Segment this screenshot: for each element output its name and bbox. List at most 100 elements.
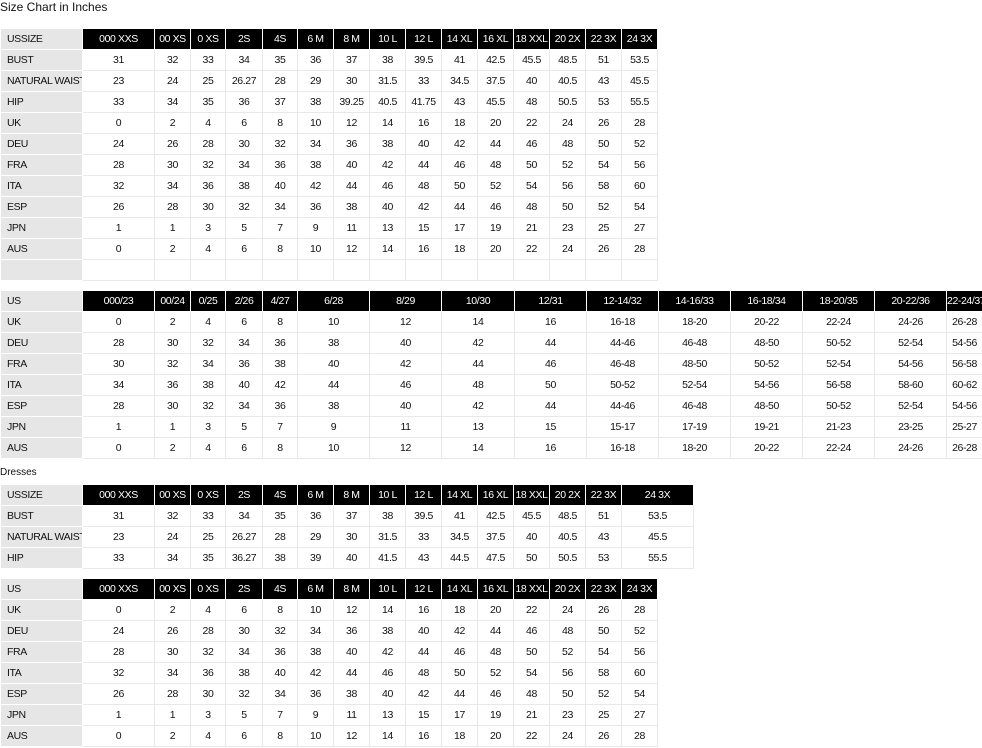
table-row: BUST 31 32 33 34 35 36 37 38 39.5 41 42.5 45.5 48.5 51… (0, 505, 694, 527)
table-cell: 30 (154, 395, 191, 417)
table-cell: 12 (369, 437, 442, 459)
table-cell: 7 (262, 217, 298, 239)
table-cell: 36 (297, 505, 334, 527)
table-cell: 22-24 (802, 311, 875, 333)
table-cell: 46 (369, 374, 442, 396)
column-header: 22 3X (585, 578, 622, 600)
table-cell: 46 (369, 175, 406, 197)
table-cell (333, 259, 370, 281)
table-cell: 37 (262, 91, 298, 113)
table-cell: 35 (262, 49, 298, 71)
table-cell: 44 (405, 641, 442, 663)
table-cell: 39.5 (405, 49, 442, 71)
table-cell: 52 (621, 620, 658, 642)
table-cell: 56 (549, 175, 586, 197)
column-header: 18 XXL (513, 484, 550, 506)
table-row: NATURAL WAIST 23 24 25 26.27 28 29 30 31.5 33 34.5… (0, 70, 658, 92)
table-cell: 46 (441, 154, 478, 176)
table-cell: 7 (262, 416, 298, 438)
table-cell: 3 (190, 217, 226, 239)
column-header: 12/31 (514, 290, 587, 312)
table-cell: 40 (369, 395, 442, 417)
table-cell: 40 (405, 133, 442, 155)
table-cell: 52-54 (802, 353, 875, 375)
table-cell: 46 (477, 683, 514, 705)
table-cell: 40 (225, 374, 263, 396)
table-cell: 58 (585, 175, 622, 197)
table-cell: 41 (441, 505, 478, 527)
table-cell: 56 (549, 662, 586, 684)
table-cell: 25 (190, 526, 226, 548)
table-row: BUST 31 32 33 34 35 36 37 38 39.5 41 42.5 45.5 48.5 51… (0, 49, 658, 71)
table-cell: 16 (405, 599, 442, 621)
table-cell: 15 (405, 217, 442, 239)
table-cell: 43 (441, 91, 478, 113)
table-cell: 36 (333, 133, 370, 155)
table-cell: 50-52 (586, 374, 659, 396)
table-cell: 13 (369, 704, 406, 726)
table-cell: 42 (369, 154, 406, 176)
column-header: 000 XXS (82, 484, 155, 506)
table-cell: 28 (621, 238, 658, 260)
table-cell: 23 (549, 217, 586, 239)
table-row: JPN 1 1 3 5 7 9 11 13 15 17 19 21 23 25 27 (0, 704, 658, 726)
table-cell: 4 (190, 238, 226, 260)
table-cell: 34 (154, 91, 191, 113)
table-cell (513, 259, 550, 281)
table-cell: 12 (333, 238, 370, 260)
table-cell: 23-25 (874, 416, 947, 438)
table-cell: 27 (621, 217, 658, 239)
table-cell: 45.5 (477, 91, 514, 113)
table-row: HIP 33 34 35 36.27 38 39 40 41.5 43 44.5 47.5 50 50.5… (0, 547, 694, 569)
table-cell: 11 (333, 704, 370, 726)
column-header: 8/29 (369, 290, 442, 312)
table-cell: 8 (262, 437, 298, 459)
table-cell: 35 (262, 505, 298, 527)
table-cell: 42 (369, 641, 406, 663)
table-cell: 54 (621, 683, 658, 705)
column-header: 24 3X (621, 28, 658, 50)
table-cell: 52-54 (874, 395, 947, 417)
column-header: 4S (262, 484, 298, 506)
table-cell: 4 (190, 112, 226, 134)
table-cell: 43 (585, 70, 622, 92)
table-cell: 52-54 (874, 332, 947, 354)
table-cell: 30 (333, 70, 370, 92)
table-cell: 0 (82, 112, 155, 134)
table-cell: 24-26 (874, 437, 947, 459)
table-cell: 36 (262, 641, 298, 663)
table-cell: 16 (514, 437, 587, 459)
table-row: UK 0 2 4 6 8 10 12 14 16 16-18 18-20 20-22 22-24 24-26… (0, 311, 982, 333)
table-cell: 4 (190, 311, 226, 333)
row-label: DEU (0, 332, 83, 354)
table-cell: 36 (225, 353, 263, 375)
table-cell: 26 (585, 112, 622, 134)
table-row: ITA 34 36 38 40 42 44 46 48 50 50-52 52-54 54-56 56-5… (0, 374, 982, 396)
column-header: 16-18/34 (730, 290, 803, 312)
table-cell: 38 (333, 196, 370, 218)
table-cell: 22 (513, 112, 550, 134)
table-cell: 30 (225, 133, 263, 155)
table-cell: 36 (225, 91, 263, 113)
table-cell: 34 (154, 175, 191, 197)
table-cell: 14 (441, 437, 515, 459)
table-cell: 38 (369, 505, 406, 527)
table-cell: 34 (225, 154, 263, 176)
row-label: ITA (0, 662, 83, 684)
column-header: 16 XL (477, 484, 514, 506)
table-cell: 4 (190, 725, 226, 747)
column-header: 10 L (369, 578, 406, 600)
table-cell: 44 (441, 353, 515, 375)
column-header: 4S (262, 28, 298, 50)
table-cell: 6 (225, 437, 263, 459)
table-cell: 38 (297, 154, 334, 176)
table-cell: 10 (297, 238, 334, 260)
column-header: 8 M (333, 28, 370, 50)
column-header: 20 2X (549, 484, 586, 506)
table-cell: 30 (154, 154, 191, 176)
table-cell: 44 (441, 683, 478, 705)
table-cell: 40.5 (369, 91, 406, 113)
table-cell: 52 (549, 154, 586, 176)
